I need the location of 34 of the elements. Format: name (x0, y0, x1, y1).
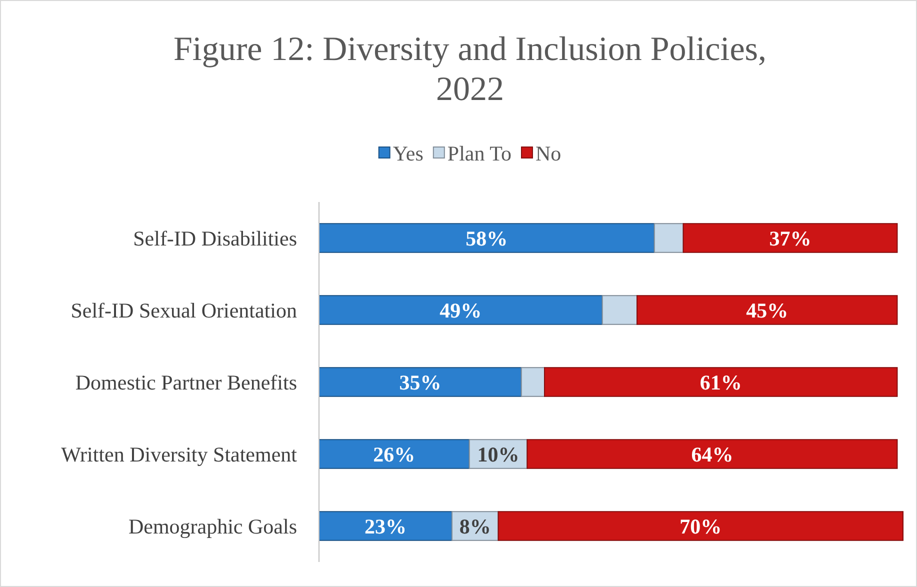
bar (318, 439, 470, 469)
y-tick-label: Domestic Partner Benefits (75, 370, 297, 394)
bar (544, 367, 898, 397)
data-label: 23% (364, 514, 406, 538)
legend-label: No (535, 141, 562, 166)
y-tick-label: Demographic Goals (128, 514, 297, 538)
bar (318, 223, 655, 253)
y-tick-label: Self-ID Sexual Orientation (70, 298, 298, 322)
legend-label: Yes (392, 141, 424, 166)
data-label: 35% (399, 370, 442, 394)
data-label: 58% (466, 226, 508, 250)
data-label: 8% (459, 514, 491, 538)
data-label: 64% (691, 442, 734, 466)
data-label: 37% (769, 226, 812, 250)
data-label: 45% (746, 298, 788, 322)
bar (602, 295, 638, 325)
data-label: 70% (680, 514, 722, 538)
data-label: 10% (477, 442, 520, 466)
data-label: 49% (440, 298, 482, 322)
legend-label: Plan To (447, 141, 512, 166)
data-label: 61% (700, 370, 742, 394)
y-tick-label: Self-ID Disabilities (133, 226, 297, 250)
bar (318, 295, 603, 325)
chart-title: Figure 12: Diversity and Inclusion Policies, 2022 (173, 31, 767, 108)
bar (318, 367, 522, 397)
bar (682, 223, 898, 253)
bar (526, 439, 898, 469)
bar (498, 511, 904, 541)
data-label: 26% (373, 442, 416, 466)
bar (654, 223, 684, 253)
bar (520, 367, 546, 397)
y-tick-label: Written Diversity Statement (61, 442, 298, 466)
bar (636, 295, 898, 325)
bar (318, 511, 452, 541)
